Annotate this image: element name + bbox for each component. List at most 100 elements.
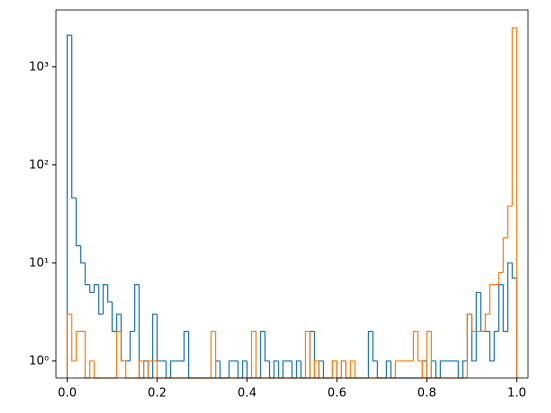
histogram-step	[331, 360, 337, 378]
histogram-step	[143, 360, 149, 378]
histogram-step	[394, 360, 400, 378]
histogram-step	[349, 360, 355, 378]
histogram-step	[165, 360, 171, 379]
histogram-step	[93, 284, 99, 293]
histogram-step	[507, 262, 513, 332]
histogram-step	[75, 330, 81, 361]
histogram-step	[89, 360, 95, 378]
histogram-step	[484, 313, 490, 332]
histogram-step	[295, 360, 301, 378]
histogram-step	[340, 360, 346, 378]
histogram-step	[421, 360, 427, 378]
histogram-step	[376, 360, 382, 379]
histogram-step	[502, 284, 508, 333]
histogram-step	[336, 360, 342, 379]
histogram-step	[417, 331, 423, 362]
histogram-step	[313, 331, 319, 379]
histogram-step	[116, 313, 122, 332]
y-tick-label: 10¹	[29, 255, 49, 269]
histogram-step	[291, 360, 297, 379]
histogram-step	[125, 360, 131, 379]
histogram-step	[502, 237, 508, 273]
histogram-step	[372, 331, 378, 362]
histogram-step	[71, 35, 77, 199]
histogram-step	[138, 360, 144, 378]
histogram-step	[255, 331, 261, 379]
histogram-step	[507, 205, 513, 238]
histogram-step	[511, 27, 518, 378]
y-tick-label: 10²	[29, 157, 49, 171]
histogram-step	[439, 360, 445, 378]
histogram-step	[93, 360, 99, 379]
histogram-step	[309, 331, 315, 379]
histogram-step	[421, 360, 427, 379]
histogram-step	[345, 360, 351, 379]
histogram-step	[156, 314, 162, 362]
histogram-step	[237, 360, 243, 379]
histogram-step	[390, 360, 396, 379]
histogram-step	[71, 314, 77, 362]
y-tick-label: 10³	[29, 59, 49, 73]
histogram-step	[475, 291, 481, 361]
histogram-step	[89, 284, 95, 294]
histogram-step	[98, 284, 104, 315]
histogram-step	[138, 284, 144, 379]
histogram-step	[120, 331, 126, 362]
histogram-step	[147, 360, 153, 378]
x-tick-label: 0.8	[417, 386, 436, 400]
histogram-step	[430, 360, 436, 378]
histogram-step	[273, 360, 279, 378]
histogram-step	[228, 360, 234, 378]
histogram-step	[471, 314, 477, 333]
histogram-step	[331, 360, 337, 378]
histogram-step	[116, 330, 122, 378]
histogram-step	[426, 330, 432, 378]
histogram-step	[84, 262, 90, 286]
histogram-step	[313, 360, 319, 378]
histogram-step	[214, 331, 221, 379]
x-tick-label: 1.0	[507, 386, 526, 400]
histogram-step	[250, 330, 257, 378]
x-tick-label: 0.0	[58, 386, 77, 400]
histogram-step	[471, 314, 477, 362]
histogram-step	[480, 292, 486, 333]
histogram-step	[282, 360, 288, 378]
histogram-step	[367, 330, 373, 378]
histogram-step	[219, 360, 225, 379]
histogram-step	[152, 313, 158, 378]
histogram-step	[489, 284, 495, 315]
histogram-step	[134, 284, 140, 332]
histogram-step	[340, 360, 346, 378]
histogram-step	[426, 360, 432, 379]
histogram-step	[264, 331, 270, 362]
histogram-step	[466, 313, 472, 378]
histogram-step	[493, 330, 499, 361]
histogram-step	[498, 271, 504, 285]
histogram-step	[156, 360, 162, 379]
histogram-step	[66, 313, 72, 378]
histogram-step	[336, 360, 342, 379]
histogram-step	[210, 330, 216, 378]
x-tick-label: 0.6	[327, 386, 346, 400]
histogram-step	[309, 330, 315, 378]
histogram-step	[489, 331, 495, 362]
histogram-step	[66, 34, 72, 378]
histogram-step	[188, 331, 194, 379]
histogram-step	[385, 360, 391, 378]
histogram-step	[435, 360, 441, 379]
histogram-step	[457, 360, 463, 379]
x-tick-label: 0.2	[148, 386, 167, 400]
histogram-step	[345, 360, 351, 379]
y-tick-label: 10⁰	[29, 353, 49, 367]
histogram-step	[462, 360, 468, 378]
histogram-step	[147, 360, 153, 379]
histogram-step	[107, 284, 113, 303]
histogram-step	[214, 360, 221, 378]
x-tick-label: 0.4	[238, 386, 257, 400]
histogram-step	[277, 360, 284, 379]
histogram-step	[84, 331, 90, 379]
histogram-step	[322, 360, 328, 379]
histogram-step	[80, 245, 86, 264]
histogram-step	[318, 360, 324, 379]
histogram-step	[304, 330, 310, 378]
